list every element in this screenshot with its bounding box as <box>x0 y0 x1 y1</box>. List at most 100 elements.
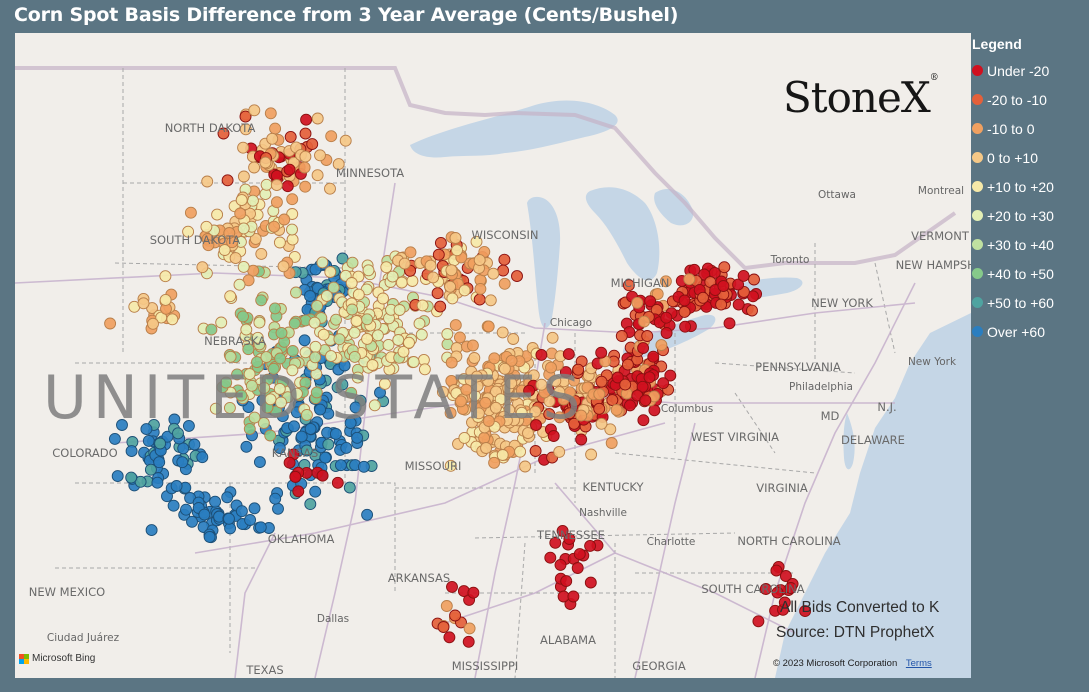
basis-dot[interactable] <box>182 225 195 238</box>
basis-dot[interactable] <box>246 194 259 207</box>
basis-dot[interactable] <box>306 138 319 151</box>
basis-dot[interactable] <box>571 562 584 574</box>
basis-dot[interactable] <box>288 317 301 330</box>
basis-dot[interactable] <box>176 456 189 469</box>
basis-dot[interactable] <box>140 423 153 436</box>
legend-item[interactable]: +10 to +20 <box>972 172 1054 201</box>
basis-dot[interactable] <box>186 515 198 528</box>
basis-dot[interactable] <box>319 451 332 464</box>
basis-dot[interactable] <box>202 239 215 252</box>
legend-item[interactable]: Over +60 <box>972 317 1054 346</box>
basis-dot[interactable] <box>549 536 562 549</box>
basis-dot[interactable] <box>221 174 234 187</box>
basis-dot[interactable] <box>336 252 349 265</box>
basis-dot[interactable] <box>615 330 628 342</box>
basis-dot[interactable] <box>371 329 384 342</box>
basis-dot[interactable] <box>311 112 324 125</box>
basis-dot[interactable] <box>436 386 449 398</box>
basis-dot[interactable] <box>209 495 222 508</box>
basis-dot[interactable] <box>343 481 356 494</box>
basis-dot[interactable] <box>519 460 532 473</box>
basis-dot[interactable] <box>317 328 330 341</box>
basis-dot[interactable] <box>470 370 483 383</box>
basis-dot[interactable] <box>311 299 324 312</box>
basis-dot[interactable] <box>196 451 209 464</box>
basis-dot[interactable] <box>473 293 486 306</box>
basis-dot[interactable] <box>651 288 664 300</box>
basis-dot[interactable] <box>344 417 357 429</box>
basis-dot[interactable] <box>498 362 511 375</box>
basis-dot[interactable] <box>545 361 557 374</box>
basis-dot[interactable] <box>273 382 286 395</box>
basis-dot[interactable] <box>563 407 576 420</box>
basis-dot[interactable] <box>286 233 299 246</box>
basis-dot[interactable] <box>554 558 567 571</box>
basis-dot[interactable] <box>535 348 548 361</box>
basis-dot[interactable] <box>270 196 283 209</box>
basis-dot[interactable] <box>255 247 268 260</box>
basis-dot[interactable] <box>239 110 252 123</box>
basis-dot[interactable] <box>170 480 183 492</box>
basis-dot[interactable] <box>270 179 283 192</box>
basis-dot[interactable] <box>264 107 277 120</box>
basis-dot[interactable] <box>188 438 201 451</box>
basis-dot[interactable] <box>569 395 582 408</box>
basis-dot[interactable] <box>496 326 509 339</box>
basis-dot[interactable] <box>505 377 518 390</box>
basis-dot[interactable] <box>221 491 234 504</box>
basis-dot[interactable] <box>572 363 585 376</box>
basis-dot[interactable] <box>284 130 297 143</box>
basis-dot[interactable] <box>286 364 299 377</box>
legend-item[interactable]: +30 to +40 <box>972 230 1054 259</box>
basis-dot[interactable] <box>108 432 121 445</box>
basis-dot[interactable] <box>498 253 511 266</box>
basis-dot[interactable] <box>329 427 342 440</box>
basis-dot[interactable] <box>218 244 231 256</box>
basis-dot[interactable] <box>443 631 456 644</box>
basis-dot[interactable] <box>611 371 624 384</box>
basis-dot[interactable] <box>480 442 493 454</box>
basis-dot[interactable] <box>309 351 322 364</box>
basis-dot[interactable] <box>637 414 650 427</box>
basis-dot[interactable] <box>718 261 731 274</box>
basis-dot[interactable] <box>657 377 670 390</box>
basis-dot[interactable] <box>245 379 258 392</box>
basis-dot[interactable] <box>298 334 311 347</box>
basis-dot[interactable] <box>678 305 691 318</box>
basis-dot[interactable] <box>248 161 261 174</box>
basis-dot[interactable] <box>487 267 500 280</box>
legend-item[interactable]: -10 to 0 <box>972 114 1054 143</box>
basis-dot[interactable] <box>217 127 230 140</box>
basis-dot[interactable] <box>621 358 634 371</box>
basis-dot[interactable] <box>392 334 405 346</box>
basis-dot[interactable] <box>434 300 447 313</box>
basis-dot[interactable] <box>393 304 406 316</box>
basis-dot[interactable] <box>472 407 485 420</box>
basis-dot[interactable] <box>544 551 557 564</box>
basis-dot[interactable] <box>273 236 286 249</box>
basis-dot[interactable] <box>320 289 333 302</box>
basis-dot[interactable] <box>573 548 586 561</box>
basis-dot[interactable] <box>553 386 566 398</box>
basis-dot[interactable] <box>299 127 312 140</box>
basis-dot[interactable] <box>325 130 338 143</box>
basis-dot[interactable] <box>641 330 654 342</box>
basis-dot[interactable] <box>639 394 652 407</box>
basis-dot[interactable] <box>445 356 458 369</box>
basis-dot[interactable] <box>380 261 393 274</box>
basis-dot[interactable] <box>231 368 244 381</box>
basis-dot[interactable] <box>237 260 250 273</box>
basis-dot[interactable] <box>264 429 277 442</box>
basis-dot[interactable] <box>784 582 797 594</box>
basis-dot[interactable] <box>235 194 248 207</box>
basis-dot[interactable] <box>610 403 623 416</box>
basis-dot[interactable] <box>406 275 419 287</box>
basis-dot[interactable] <box>253 456 266 469</box>
legend-item[interactable]: 0 to +10 <box>972 143 1054 172</box>
basis-dot[interactable] <box>575 433 588 446</box>
basis-dot[interactable] <box>440 600 453 612</box>
basis-dot[interactable] <box>478 432 491 444</box>
basis-dot[interactable] <box>177 442 190 455</box>
basis-dot[interactable] <box>535 378 548 391</box>
basis-dot[interactable] <box>522 427 534 440</box>
